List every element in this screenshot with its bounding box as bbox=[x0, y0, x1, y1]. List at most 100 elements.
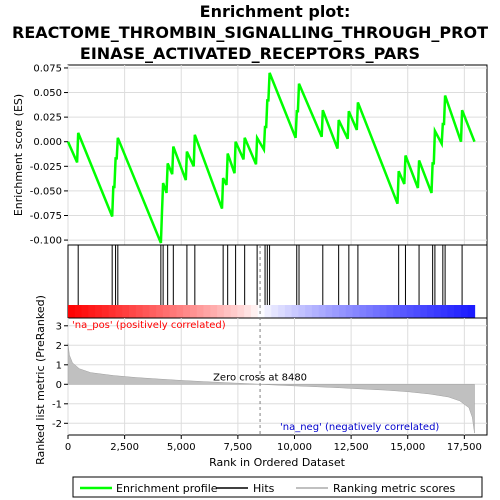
hit-lines bbox=[77, 245, 463, 305]
x-tick-label: 7,500 bbox=[224, 442, 253, 453]
legend-profile-label: Enrichment profile bbox=[116, 482, 218, 495]
x-tick-label: 15,000 bbox=[390, 442, 425, 453]
color-bar-segment bbox=[101, 305, 110, 318]
color-bar-segment bbox=[74, 305, 83, 318]
hits-panel bbox=[67, 244, 488, 319]
ranked-metric-panel: 3 2 1 0 -1 -2 Zero cross at 8480 'na_pos' (po… bbox=[34, 245, 488, 465]
chart-title-line-1: Enrichment plot: bbox=[200, 2, 351, 21]
color-bar-segment bbox=[413, 305, 421, 318]
color-bar-segment bbox=[352, 305, 360, 318]
color-bar-segment bbox=[156, 305, 164, 318]
enrichment-score-panel: 0.075 0.050 0.025 0.000 -0.025 -0.050 -0.075 -0… bbox=[12, 63, 488, 247]
color-bar-segment bbox=[88, 305, 96, 318]
color-bar-segment bbox=[257, 305, 266, 318]
color-bar-segment bbox=[122, 305, 130, 318]
color-bar-segment bbox=[467, 305, 476, 318]
color-bar-segment bbox=[291, 305, 299, 318]
top-y-tick-label: -0.075 bbox=[30, 211, 62, 222]
color-bar-segment bbox=[189, 305, 198, 318]
top-panel-y-ticks: 0.075 0.050 0.025 0.000 -0.025 -0.050 -0.075 -0… bbox=[30, 63, 68, 247]
legend-hits-label: Hits bbox=[253, 482, 275, 495]
color-bar-segment bbox=[162, 305, 171, 318]
bottom-y-tick-label: -2 bbox=[52, 419, 62, 430]
x-tick-label: 2,500 bbox=[110, 442, 139, 453]
color-bar-segment bbox=[366, 305, 374, 318]
color-bar-segment bbox=[305, 305, 313, 318]
positive-correlation-label: 'na_pos' (positively correlated) bbox=[72, 320, 226, 331]
x-axis-label: Rank in Ordered Dataset bbox=[209, 456, 346, 469]
color-bar-segment bbox=[420, 305, 428, 318]
color-bar-segment bbox=[115, 305, 123, 318]
bottom-panel-frame bbox=[67, 317, 488, 436]
color-bar-segment bbox=[108, 305, 117, 318]
chart-legend: Enrichment profile Hits Ranking metric s… bbox=[72, 476, 483, 498]
ranking-color-bar bbox=[68, 305, 476, 318]
legend-metric-label: Ranking metric scores bbox=[333, 482, 455, 495]
color-bar-segment bbox=[81, 305, 89, 318]
color-bar-segment bbox=[135, 305, 144, 318]
top-y-tick-label: 0.075 bbox=[33, 63, 62, 74]
negative-correlation-label: 'na_neg' (negatively correlated) bbox=[280, 422, 439, 433]
color-bar-segment bbox=[278, 305, 286, 318]
top-y-tick-label: 0.050 bbox=[33, 88, 62, 99]
color-bar-segment bbox=[379, 305, 388, 318]
color-bar-segment bbox=[95, 305, 103, 318]
color-bar-segment bbox=[68, 305, 76, 318]
color-bar-segment bbox=[400, 305, 408, 318]
top-y-tick-label: -0.025 bbox=[30, 162, 62, 173]
color-bar-segment bbox=[393, 305, 401, 318]
color-bar-segment bbox=[169, 305, 178, 318]
color-bar-segment bbox=[142, 305, 150, 318]
color-bar-segment bbox=[203, 305, 211, 318]
ranking-metric-area bbox=[67, 343, 475, 434]
x-tick-label: 5,000 bbox=[167, 442, 196, 453]
chart-title-line-3: EINASE_ACTIVATED_RECEPTORS_PARS bbox=[80, 44, 420, 63]
color-bar-segment bbox=[230, 305, 238, 318]
color-bar-segment bbox=[311, 305, 320, 318]
top-y-tick-label: -0.100 bbox=[30, 236, 62, 247]
zero-cross-label: Zero cross at 8480 bbox=[213, 372, 307, 383]
x-tick-label: 0 bbox=[65, 442, 71, 453]
color-bar-segment bbox=[128, 305, 137, 318]
bottom-y-tick-label: 1 bbox=[56, 360, 62, 371]
color-bar-segment bbox=[183, 305, 191, 318]
color-bar-segment bbox=[332, 305, 340, 318]
color-bar-segment bbox=[447, 305, 455, 318]
color-bar-segment bbox=[433, 305, 442, 318]
color-bar-segment bbox=[460, 305, 469, 318]
top-y-tick-label: 0.025 bbox=[33, 113, 62, 124]
color-bar-segment bbox=[345, 305, 354, 318]
color-bar-segment bbox=[386, 305, 394, 318]
color-bar-segment bbox=[284, 305, 293, 318]
x-axis-ticks: 0 2,500 5,000 7,500 10,000 12,500 15,000 17,500 bbox=[65, 435, 482, 453]
color-bar-segment bbox=[454, 305, 462, 318]
color-bar-segment bbox=[223, 305, 232, 318]
color-bar-segment bbox=[359, 305, 367, 318]
bottom-panel-y-ticks: 3 2 1 0 -1 -2 bbox=[52, 321, 68, 430]
color-bar-segment bbox=[176, 305, 184, 318]
x-tick-label: 17,500 bbox=[447, 442, 482, 453]
color-bar-segment bbox=[217, 305, 225, 318]
chart-title-line-2: REACTOME_THROMBIN_SIGNALLING_THROUGH_PRO… bbox=[12, 23, 488, 42]
enrichment-profile-line bbox=[66, 72, 476, 244]
top-panel-y-label: Enrichment score (ES) bbox=[12, 94, 25, 216]
color-bar-segment bbox=[149, 305, 157, 318]
color-bar-segment bbox=[264, 305, 272, 318]
color-bar-segment bbox=[406, 305, 415, 318]
color-bar-segment bbox=[250, 305, 259, 318]
bottom-panel-y-label: Ranked list metric (PreRanked) bbox=[34, 295, 47, 465]
color-bar-segment bbox=[440, 305, 449, 318]
color-bar-segment bbox=[298, 305, 306, 318]
color-bar-segment bbox=[196, 305, 205, 318]
bottom-y-tick-label: 0 bbox=[56, 380, 62, 391]
bottom-y-tick-label: -1 bbox=[52, 399, 62, 410]
top-y-tick-label: -0.050 bbox=[30, 186, 62, 197]
color-bar-segment bbox=[271, 305, 279, 318]
x-tick-label: 12,500 bbox=[334, 442, 369, 453]
color-bar-segment bbox=[339, 305, 347, 318]
color-bar-segment bbox=[244, 305, 252, 318]
x-tick-label: 10,000 bbox=[277, 442, 312, 453]
color-bar-segment bbox=[427, 305, 435, 318]
color-bar-segment bbox=[237, 305, 245, 318]
